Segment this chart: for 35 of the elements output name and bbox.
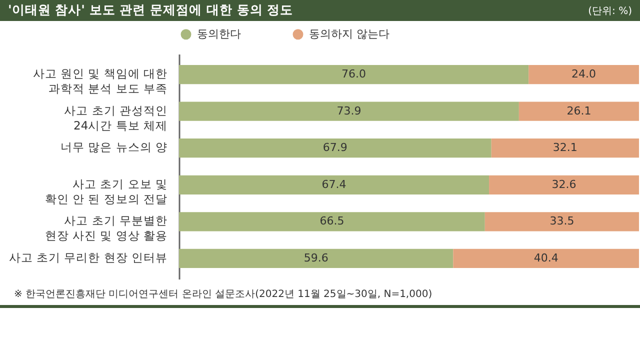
y-tick-label: 사고 초기 오보 및 확인 안 된 정보의 전달 bbox=[44, 176, 168, 206]
data-label: 67.9 bbox=[322, 141, 348, 154]
y-tick-label: 사고 초기 무분별한 현장 사진 및 영상 활용 bbox=[44, 214, 168, 243]
data-label: 32.6 bbox=[552, 178, 576, 191]
data-label: 66.5 bbox=[320, 214, 344, 228]
bar bbox=[179, 175, 490, 194]
bar bbox=[518, 102, 639, 121]
y-tick-label: 사고 원인 및 책임에 대한 과학적 분석 보도 부족 bbox=[32, 66, 168, 96]
bar bbox=[484, 212, 639, 232]
y-tick-label: 사고 초기 관성적인 24시간 특보 체제 bbox=[64, 103, 168, 132]
legend-label: 동의한다 bbox=[197, 27, 241, 40]
bar bbox=[528, 65, 639, 84]
data-label: 40.4 bbox=[534, 251, 558, 264]
bar bbox=[179, 65, 529, 84]
legend-label: 동의하지 않는다 bbox=[309, 27, 390, 40]
y-tick-label: 사고 초기 무리한 현장 인터뷰 bbox=[8, 250, 168, 264]
bar bbox=[179, 102, 519, 121]
text: ※ 한국언론진흥재단 미디어연구센터 온라인 설문조사(2022년 11월 25일~30일, N=1,000) bbox=[13, 288, 434, 302]
data-label: 59.6 bbox=[304, 251, 328, 264]
data-label: 33.5 bbox=[550, 214, 574, 228]
data-label: 24.0 bbox=[572, 68, 596, 81]
chart-title: '이태원 참사' 보도 관련 문제점에 대한 동의 정도 bbox=[8, 2, 294, 19]
data-label: 67.4 bbox=[322, 178, 346, 191]
data-label: 26.1 bbox=[566, 104, 592, 118]
bar bbox=[179, 248, 454, 268]
data-label: 32.1 bbox=[552, 141, 578, 154]
data-label: 76.0 bbox=[342, 68, 366, 81]
bar bbox=[491, 138, 639, 158]
bar bbox=[179, 138, 492, 158]
chart-subtitle: (단위: %) bbox=[588, 4, 632, 18]
bar bbox=[179, 212, 485, 232]
bar bbox=[489, 175, 639, 194]
data-label: 73.9 bbox=[336, 104, 362, 118]
y-tick-label: 너무 많은 뉴스의 양 bbox=[60, 140, 168, 154]
bar bbox=[453, 248, 639, 268]
